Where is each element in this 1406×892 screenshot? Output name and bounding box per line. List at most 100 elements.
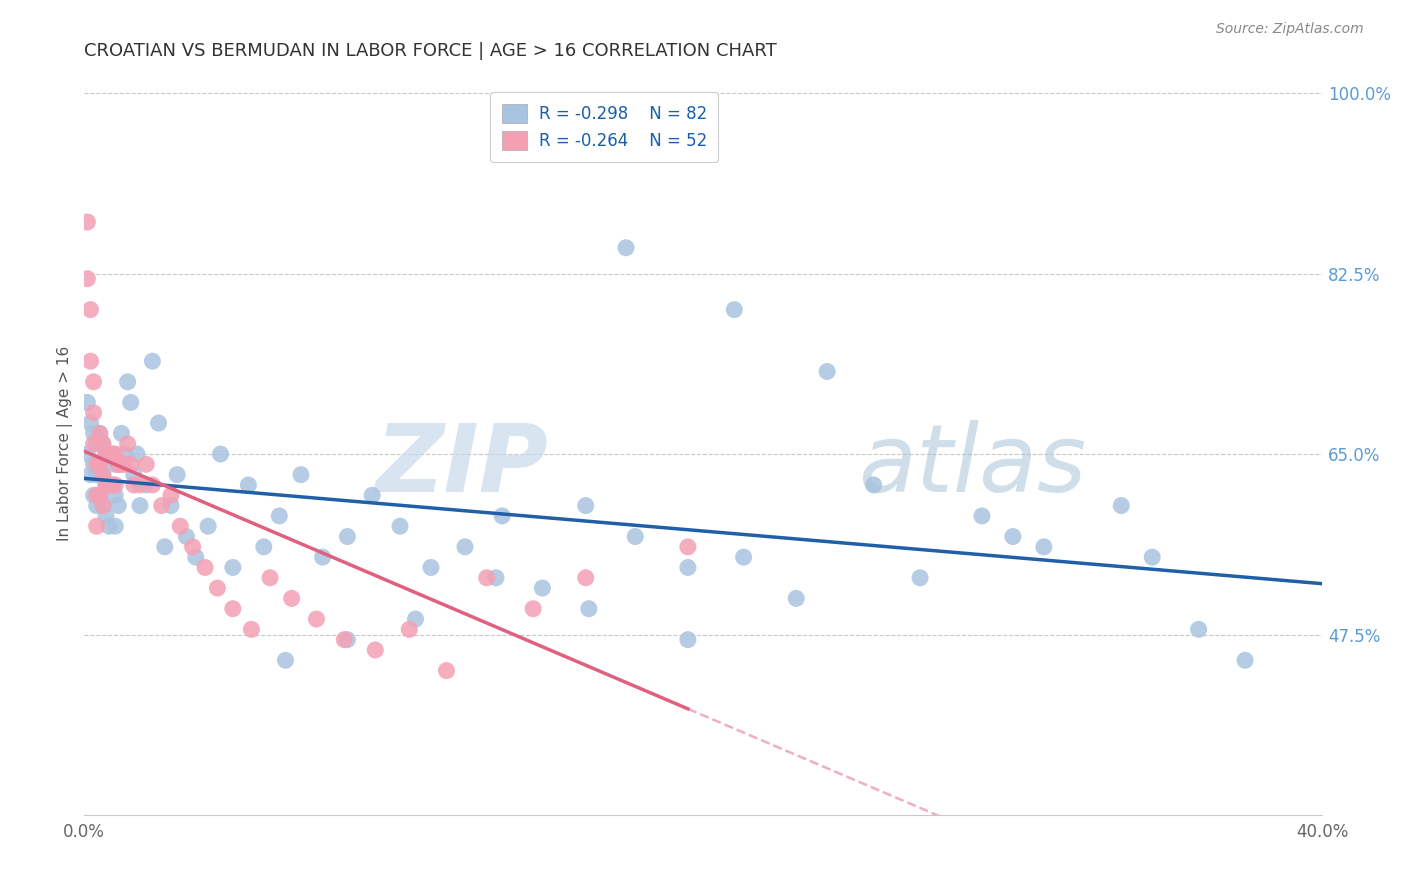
Point — [101, 478, 124, 492]
Point — [176, 529, 198, 543]
Point — [908, 571, 931, 585]
Point — [280, 591, 302, 606]
Point — [364, 643, 387, 657]
Point — [475, 571, 498, 585]
Text: ZIP: ZIP — [375, 420, 548, 512]
Point — [107, 458, 129, 472]
Point — [405, 612, 427, 626]
Point — [141, 478, 163, 492]
Point — [311, 550, 333, 565]
Point — [1140, 550, 1163, 565]
Point — [89, 458, 111, 472]
Point — [98, 447, 121, 461]
Point — [485, 571, 508, 585]
Point — [79, 354, 101, 368]
Point — [274, 653, 297, 667]
Point — [676, 540, 699, 554]
Point — [101, 478, 124, 492]
Point — [305, 612, 328, 626]
Point — [107, 458, 129, 472]
Point — [107, 499, 129, 513]
Point — [222, 560, 245, 574]
Point — [117, 375, 139, 389]
Point — [1234, 653, 1257, 667]
Point — [209, 447, 232, 461]
Point — [862, 478, 884, 492]
Point — [104, 519, 127, 533]
Point — [531, 581, 554, 595]
Point — [290, 467, 312, 482]
Point — [1001, 529, 1024, 543]
Text: CROATIAN VS BERMUDAN IN LABOR FORCE | AGE > 16 CORRELATION CHART: CROATIAN VS BERMUDAN IN LABOR FORCE | AG… — [84, 42, 778, 60]
Point — [141, 354, 163, 368]
Point — [148, 416, 170, 430]
Point — [89, 488, 111, 502]
Point — [1032, 540, 1054, 554]
Point — [222, 601, 245, 615]
Point — [86, 436, 108, 450]
Point — [336, 632, 359, 647]
Point — [253, 540, 276, 554]
Point — [104, 488, 127, 502]
Point — [135, 458, 157, 472]
Point — [575, 571, 598, 585]
Point — [491, 508, 513, 523]
Point — [117, 436, 139, 450]
Point — [333, 632, 356, 647]
Point — [269, 508, 291, 523]
Point — [578, 601, 600, 615]
Point — [135, 478, 157, 492]
Point — [104, 447, 127, 461]
Point — [169, 519, 191, 533]
Point — [129, 499, 152, 513]
Point — [207, 581, 229, 595]
Point — [83, 406, 105, 420]
Point — [86, 499, 108, 513]
Point — [79, 416, 101, 430]
Point — [83, 436, 105, 450]
Point — [83, 375, 105, 389]
Point — [184, 550, 207, 565]
Point — [94, 508, 117, 523]
Point — [110, 458, 132, 472]
Point — [122, 467, 145, 482]
Point — [76, 271, 98, 285]
Point — [110, 426, 132, 441]
Point — [575, 499, 598, 513]
Point — [454, 540, 477, 554]
Point — [89, 488, 111, 502]
Point — [91, 436, 114, 450]
Point — [522, 601, 544, 615]
Point — [815, 364, 838, 378]
Point — [98, 519, 121, 533]
Point — [94, 478, 117, 492]
Text: atlas: atlas — [858, 420, 1087, 511]
Point — [336, 529, 359, 543]
Point — [389, 519, 412, 533]
Point — [197, 519, 219, 533]
Point — [94, 478, 117, 492]
Point — [83, 458, 105, 472]
Point — [153, 540, 176, 554]
Point — [86, 467, 108, 482]
Point — [89, 458, 111, 472]
Point — [91, 499, 114, 513]
Point — [1188, 623, 1211, 637]
Point — [129, 478, 152, 492]
Point — [79, 302, 101, 317]
Point — [723, 302, 745, 317]
Point — [160, 499, 183, 513]
Point — [98, 478, 121, 492]
Point — [89, 426, 111, 441]
Point — [91, 467, 114, 482]
Point — [83, 426, 105, 441]
Point — [420, 560, 443, 574]
Point — [150, 499, 173, 513]
Point — [94, 447, 117, 461]
Point — [86, 488, 108, 502]
Point — [259, 571, 281, 585]
Point — [101, 447, 124, 461]
Point — [79, 467, 101, 482]
Point — [120, 458, 142, 472]
Point — [86, 519, 108, 533]
